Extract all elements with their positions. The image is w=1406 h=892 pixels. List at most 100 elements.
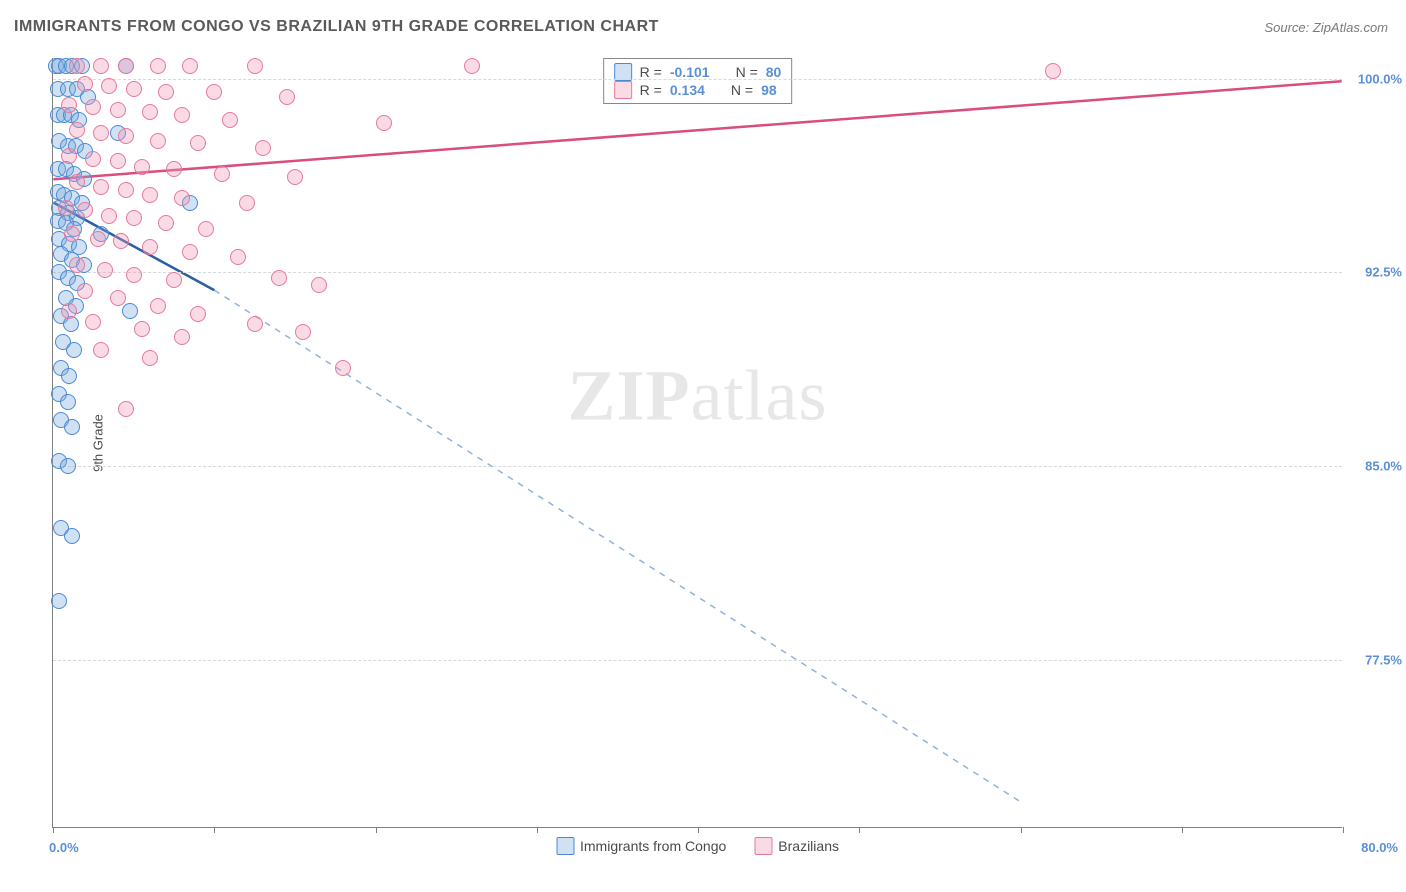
legend-r-value: 0.134 <box>670 82 705 98</box>
scatter-point <box>110 290 126 306</box>
scatter-point <box>335 360 351 376</box>
gridline <box>53 79 1342 80</box>
correlation-legend-box: R =-0.101N =80R =0.134N =98 <box>603 58 793 104</box>
scatter-point <box>206 84 222 100</box>
legend-r-label: R = <box>640 64 662 80</box>
scatter-point <box>279 89 295 105</box>
scatter-point <box>150 298 166 314</box>
scatter-point <box>85 314 101 330</box>
legend-n-label: N = <box>736 64 758 80</box>
x-tick <box>214 827 215 833</box>
scatter-point <box>93 179 109 195</box>
scatter-point <box>247 316 263 332</box>
scatter-point <box>190 135 206 151</box>
scatter-point <box>271 270 287 286</box>
scatter-point <box>69 58 85 74</box>
scatter-point <box>142 187 158 203</box>
x-tick-label: 0.0% <box>49 840 79 855</box>
scatter-point <box>64 528 80 544</box>
scatter-point <box>126 210 142 226</box>
y-tick-label: 77.5% <box>1365 653 1402 668</box>
scatter-point <box>101 208 117 224</box>
watermark-light: atlas <box>691 356 828 436</box>
scatter-point <box>110 102 126 118</box>
legend-r-label: R = <box>640 82 662 98</box>
gridline <box>53 272 1342 273</box>
scatter-point <box>134 321 150 337</box>
y-tick-label: 100.0% <box>1358 71 1402 86</box>
y-tick-label: 85.0% <box>1365 459 1402 474</box>
scatter-point <box>158 215 174 231</box>
scatter-point <box>64 226 80 242</box>
scatter-point <box>118 401 134 417</box>
scatter-point <box>110 153 126 169</box>
x-tick <box>376 827 377 833</box>
scatter-point <box>166 272 182 288</box>
scatter-point <box>69 122 85 138</box>
scatter-point <box>61 97 77 113</box>
scatter-point <box>376 115 392 131</box>
scatter-point <box>60 394 76 410</box>
scatter-point <box>247 58 263 74</box>
scatter-point <box>64 419 80 435</box>
scatter-point <box>166 161 182 177</box>
plot-area: 9th Grade ZIPatlas R =-0.101N =80R =0.13… <box>52 58 1342 828</box>
x-tick <box>1343 827 1344 833</box>
scatter-point <box>287 169 303 185</box>
trend-lines-svg <box>53 58 1342 827</box>
scatter-point <box>239 195 255 211</box>
scatter-point <box>222 112 238 128</box>
scatter-point <box>77 202 93 218</box>
scatter-point <box>174 190 190 206</box>
y-tick-label: 92.5% <box>1365 265 1402 280</box>
scatter-point <box>60 458 76 474</box>
scatter-point <box>311 277 327 293</box>
scatter-point <box>142 104 158 120</box>
scatter-point <box>230 249 246 265</box>
legend-r-value: -0.101 <box>670 64 710 80</box>
source-citation: Source: ZipAtlas.com <box>1264 20 1388 35</box>
watermark-bold: ZIP <box>568 356 691 436</box>
gridline <box>53 466 1342 467</box>
legend-n-value: 80 <box>766 64 782 80</box>
legend-row: R =0.134N =98 <box>614 81 782 99</box>
scatter-point <box>90 231 106 247</box>
scatter-point <box>58 200 74 216</box>
x-tick <box>859 827 860 833</box>
gridline <box>53 660 1342 661</box>
chart-title: IMMIGRANTS FROM CONGO VS BRAZILIAN 9TH G… <box>14 18 659 36</box>
series-legend-label: Immigrants from Congo <box>580 838 726 854</box>
scatter-point <box>69 174 85 190</box>
scatter-point <box>174 329 190 345</box>
series-legend-item: Immigrants from Congo <box>556 837 726 855</box>
legend-swatch <box>614 81 632 99</box>
scatter-point <box>118 58 134 74</box>
scatter-point <box>122 303 138 319</box>
scatter-point <box>182 244 198 260</box>
x-tick-label: 80.0% <box>1361 840 1398 855</box>
scatter-point <box>295 324 311 340</box>
scatter-point <box>61 368 77 384</box>
scatter-point <box>158 84 174 100</box>
scatter-point <box>77 76 93 92</box>
scatter-point <box>61 303 77 319</box>
scatter-point <box>93 58 109 74</box>
scatter-point <box>85 99 101 115</box>
scatter-point <box>1045 63 1061 79</box>
legend-n-label: N = <box>731 82 753 98</box>
scatter-point <box>77 283 93 299</box>
x-tick <box>53 827 54 833</box>
scatter-point <box>142 350 158 366</box>
legend-swatch <box>556 837 574 855</box>
x-tick <box>537 827 538 833</box>
scatter-point <box>69 257 85 273</box>
scatter-point <box>93 342 109 358</box>
scatter-point <box>174 107 190 123</box>
scatter-point <box>51 593 67 609</box>
series-legend-label: Brazilians <box>778 838 839 854</box>
scatter-point <box>113 233 129 249</box>
scatter-point <box>464 58 480 74</box>
series-legend: Immigrants from Congo Brazilians <box>556 837 839 855</box>
scatter-point <box>61 148 77 164</box>
scatter-point <box>66 342 82 358</box>
